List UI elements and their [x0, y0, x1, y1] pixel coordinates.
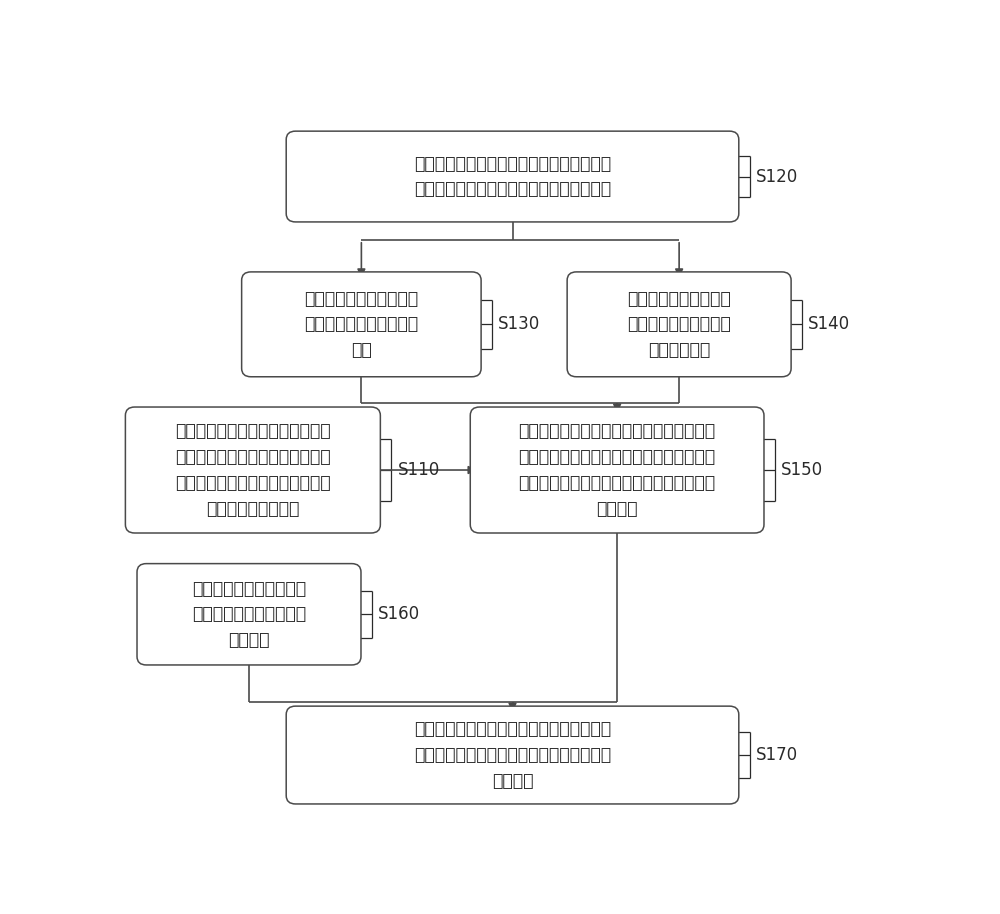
Text: 基于建立的目标区的低频初始模型进行速度
反演获取目标区的三维速度体和三维密度体: 基于建立的目标区的低频初始模型进行速度 反演获取目标区的三维速度体和三维密度体 [414, 154, 611, 198]
Text: S170: S170 [756, 746, 798, 764]
Text: 根据所述三维密度体确
定目标区的上覆地层压
力和静水压力: 根据所述三维密度体确 定目标区的上覆地层压 力和静水压力 [627, 290, 731, 359]
Text: 利用所述目标区的单井钻
井实测数据确定目标区的
伊顿指数: 利用所述目标区的单井钻 井实测数据确定目标区的 伊顿指数 [192, 579, 306, 649]
FancyBboxPatch shape [470, 407, 764, 533]
FancyBboxPatch shape [567, 271, 791, 377]
Text: S110: S110 [397, 461, 440, 479]
FancyBboxPatch shape [137, 564, 361, 665]
Text: S160: S160 [378, 605, 420, 623]
Text: 基于所述第一关联关系以及目标区的所述纵
波速度、所述地层速度、所述上覆地层压力
和所述静水压力计算得到目标区的正常压实
趋势速度: 基于所述第一关联关系以及目标区的所述纵 波速度、所述地层速度、所述上覆地层压力 … [519, 422, 716, 517]
Text: 根据所述三维速度体确定
目标区的纵波速度和地层
速度: 根据所述三维速度体确定 目标区的纵波速度和地层 速度 [304, 290, 418, 359]
Text: S130: S130 [498, 315, 540, 334]
Text: 结合菲利普算法和伊顿算法确定正
常压实趋势速度与上覆地层压力、
静水压力、纵波速度以及地层速度
之间的第一关联关系: 结合菲利普算法和伊顿算法确定正 常压实趋势速度与上覆地层压力、 静水压力、纵波速… [175, 422, 331, 517]
Text: S120: S120 [756, 167, 798, 186]
FancyBboxPatch shape [286, 707, 739, 804]
Text: S140: S140 [808, 315, 850, 334]
Text: S150: S150 [781, 461, 823, 479]
FancyBboxPatch shape [242, 271, 481, 377]
FancyBboxPatch shape [125, 407, 380, 533]
Text: 基于伊顿算法、所述伊顿参数以及所述目标
区的正常压实趋势速度确定目标区三维地层
孔隙压力: 基于伊顿算法、所述伊顿参数以及所述目标 区的正常压实趋势速度确定目标区三维地层 … [414, 720, 611, 790]
FancyBboxPatch shape [286, 131, 739, 222]
